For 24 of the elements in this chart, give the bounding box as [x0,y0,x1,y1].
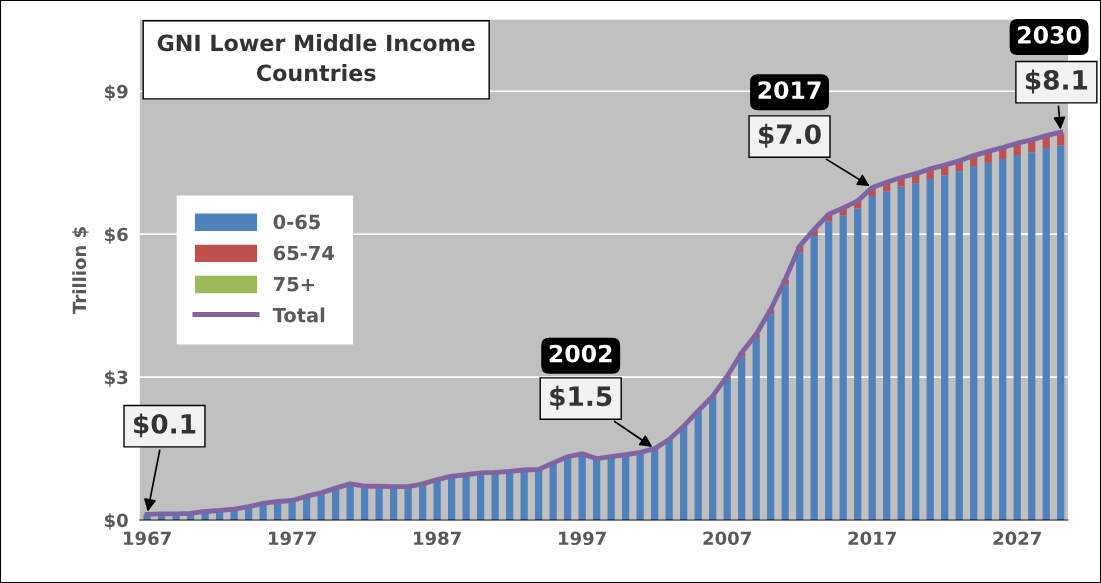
annotation: $0.1 [133,413,196,438]
legend-label: 0-65 [273,214,320,230]
y-tick-label: $0 [105,513,128,530]
y-tick-label: $9 [105,84,128,101]
annotation: $8.1 [1025,69,1088,94]
annotation: $7.0 [759,123,821,148]
x-tick-label: 2027 [993,531,1041,546]
legend-label: 75+ [273,276,314,292]
x-tick-label: 1987 [414,531,461,546]
y-tick-label: $6 [105,227,128,244]
text: GNI Lower Middle Income Countries [157,34,475,82]
x-tick-label: 1977 [269,531,316,546]
x-tick-label: 1997 [559,531,606,546]
annotation: 2002 [549,344,612,363]
annotation: 2030 [1018,25,1081,44]
x-tick-label: 2007 [703,531,751,546]
x-tick-label: 1967 [123,531,171,546]
legend-label: 65-74 [273,245,334,261]
x-tick-label: 2017 [848,531,896,546]
y-tick-label: $3 [105,370,128,387]
annotation: $1.5 [550,385,612,410]
legend-label: Total [272,307,325,323]
annotation: 2017 [758,81,821,100]
y-axis-title: Trillion $ [72,227,89,314]
